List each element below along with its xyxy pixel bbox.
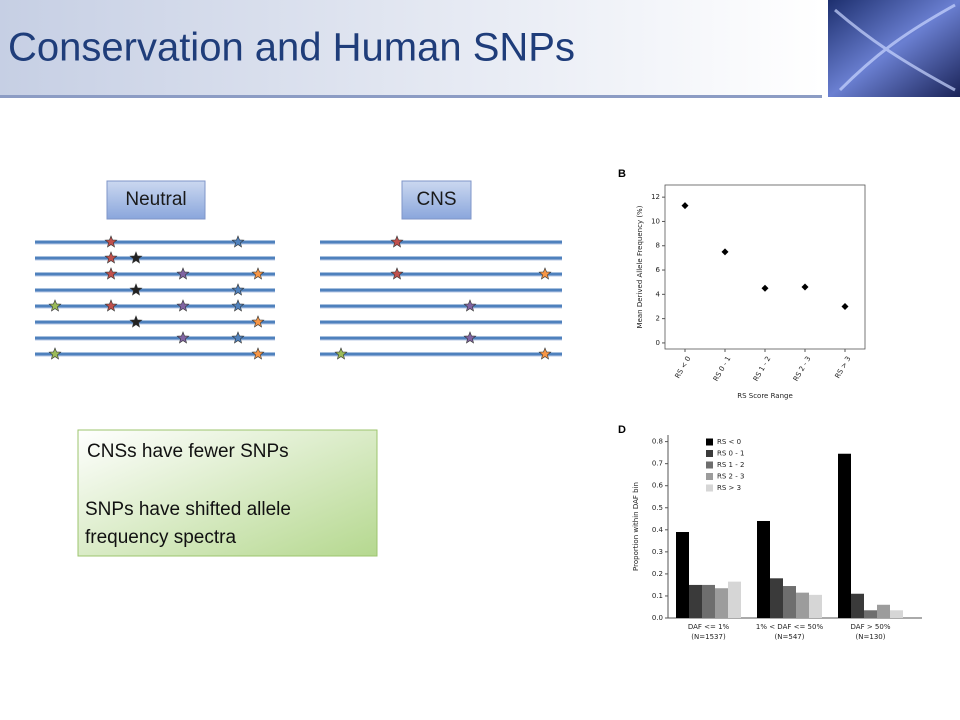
x-tick-note: (N=547) <box>775 633 805 641</box>
snp-star <box>104 251 118 264</box>
diagram-label: Neutral <box>125 189 186 210</box>
legend-swatch <box>706 484 713 492</box>
snp-star <box>176 299 190 312</box>
bar <box>702 584 715 618</box>
y-tick-label: 0.0 <box>652 614 663 622</box>
x-tick-note: (N=130) <box>856 633 886 641</box>
legend-label: RS > 3 <box>717 484 741 492</box>
bar <box>851 593 864 618</box>
y-tick-label: 12 <box>651 193 660 201</box>
bar <box>809 594 822 618</box>
snp-star <box>251 267 265 280</box>
snp-star <box>231 331 245 344</box>
bar <box>715 588 728 618</box>
snp-star <box>48 347 62 360</box>
y-tick-label: 0.7 <box>652 460 663 468</box>
snp-star <box>463 299 477 312</box>
y-tick-label: 2 <box>656 315 660 323</box>
x-tick-note: (N=1537) <box>691 633 726 641</box>
panel-label: D <box>618 424 626 436</box>
panel-label: B <box>618 168 626 180</box>
snp-star <box>129 251 143 264</box>
point <box>681 202 689 210</box>
legend-label: RS 1 - 2 <box>717 461 744 469</box>
y-axis-title: Mean Derived Allele Frequency (%) <box>636 205 644 328</box>
snp-star <box>231 299 245 312</box>
snp-star <box>48 299 62 312</box>
y-tick-label: 0.3 <box>652 548 663 556</box>
y-tick-label: 0.5 <box>652 504 663 512</box>
point <box>761 284 769 292</box>
bar <box>728 581 741 618</box>
text-line: SNPs have shifted allele frequency spect… <box>85 499 291 548</box>
bar <box>890 610 903 618</box>
bar <box>757 520 770 618</box>
diagram-label: CNS <box>416 189 456 210</box>
snp-star <box>334 347 348 360</box>
title-rule <box>0 95 822 98</box>
point <box>841 302 849 310</box>
snp-star <box>538 347 552 360</box>
bar <box>864 610 877 618</box>
legend-swatch <box>706 438 713 446</box>
text-wrap: SNPs have shifted allele frequency spect… <box>85 499 291 548</box>
snp-star <box>463 331 477 344</box>
bar <box>877 604 890 618</box>
snp-star <box>231 235 245 248</box>
bar <box>689 584 702 618</box>
bar <box>838 453 851 618</box>
y-tick-label: 0.2 <box>652 570 663 578</box>
snp-star <box>251 315 265 328</box>
snp-star <box>176 331 190 344</box>
snp-star <box>129 315 143 328</box>
y-tick-label: 0 <box>656 339 660 347</box>
y-tick-label: 6 <box>656 266 661 274</box>
snp-star <box>176 267 190 280</box>
text-box <box>77 429 378 557</box>
slide-title: Conservation and Human SNPs <box>8 26 575 70</box>
snp-star <box>231 283 245 296</box>
bar <box>783 586 796 618</box>
x-tick-label: DAF > 50% <box>851 623 891 631</box>
bar <box>796 592 809 618</box>
snp-star <box>390 267 404 280</box>
snp-star <box>251 347 265 360</box>
y-tick-label: 0.8 <box>652 438 663 446</box>
y-tick-label: 10 <box>651 217 660 225</box>
y-axis-title: Proportion within DAF bin <box>632 482 640 571</box>
snp-star <box>104 267 118 280</box>
text-line: CNSs have fewer SNPs <box>87 441 289 462</box>
y-tick-label: 8 <box>656 242 660 250</box>
snp-star <box>104 299 118 312</box>
snp-star <box>390 235 404 248</box>
snp-star <box>538 267 552 280</box>
point <box>721 248 729 256</box>
label-box <box>401 180 472 220</box>
y-tick-label: 0.4 <box>652 526 664 534</box>
title-bar <box>0 0 822 96</box>
legend-label: RS < 0 <box>717 438 741 446</box>
snp-star <box>104 235 118 248</box>
snp-star <box>129 283 143 296</box>
x-axis-title: RS Score Range <box>737 392 793 400</box>
bar <box>770 578 783 618</box>
x-tick-label: 1% < DAF <= 50% <box>756 623 824 631</box>
bar <box>676 532 689 618</box>
legend-swatch <box>706 450 713 457</box>
legend-label: RS 2 - 3 <box>717 473 744 481</box>
legend-label: RS 0 - 1 <box>717 450 744 458</box>
label-box <box>106 180 206 220</box>
legend-swatch <box>706 461 713 469</box>
point <box>801 283 809 291</box>
y-tick-label: 0.6 <box>652 482 664 490</box>
y-tick-label: 4 <box>656 290 661 298</box>
x-tick-label: DAF <= 1% <box>688 623 730 631</box>
y-tick-label: 0.1 <box>652 592 663 600</box>
legend-swatch <box>706 473 713 480</box>
dna-strand <box>834 3 956 92</box>
